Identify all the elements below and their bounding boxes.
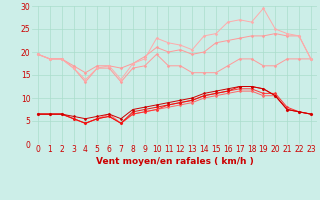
X-axis label: Vent moyen/en rafales ( km/h ): Vent moyen/en rafales ( km/h ) <box>96 157 253 166</box>
